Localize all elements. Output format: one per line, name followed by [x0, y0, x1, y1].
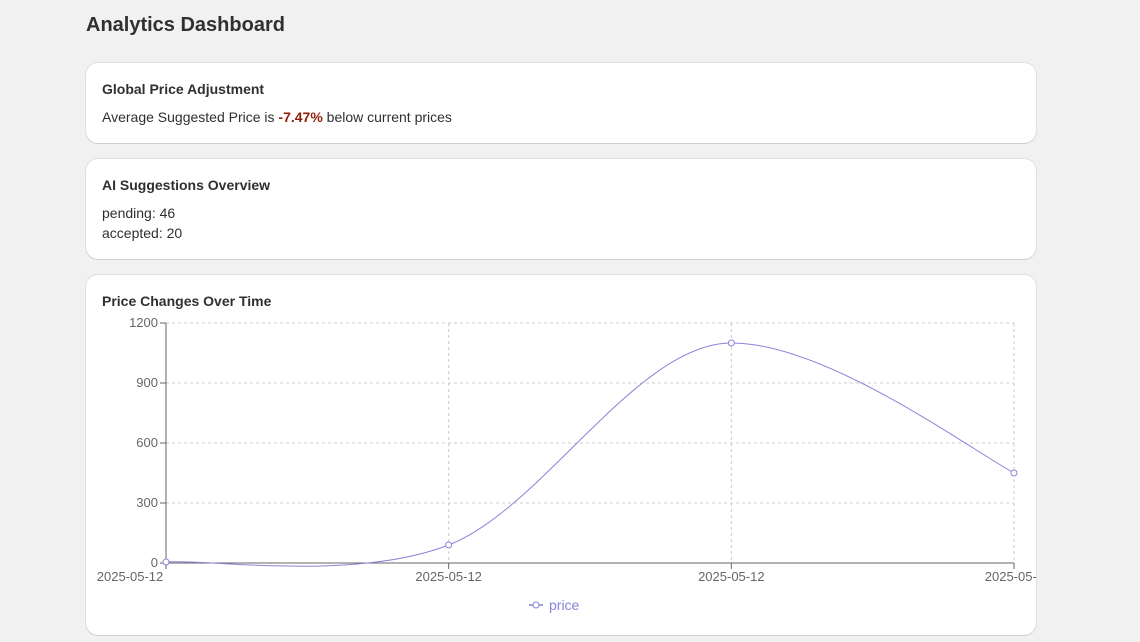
y-tick-label: 0 [151, 555, 158, 570]
list-item: pending: 46 [102, 205, 176, 221]
x-tick-label: 2025-05-12 [415, 569, 482, 584]
status-label: accepted [102, 225, 159, 241]
y-tick-label: 1200 [129, 315, 158, 330]
price-line-chart: 0 300 600 900 1200 2025-05-12 2025-05-12 2025-0… [97, 315, 1036, 613]
list-item: accepted: 20 [102, 225, 183, 241]
data-point [727, 339, 735, 347]
summary-suffix: below current prices [326, 109, 452, 125]
data-point [445, 541, 453, 549]
x-tick-label: 2025-05-12 [698, 569, 765, 584]
price-adjustment-title: Global Price Adjustment [102, 81, 265, 97]
status-label: pending [102, 205, 152, 221]
page-title: Analytics Dashboard [86, 14, 285, 36]
status-count: 20 [166, 225, 183, 241]
ai-suggestions-list: pending: 46 accepted: 20 [102, 203, 1020, 243]
series-line-price [165, 342, 1015, 567]
y-tick-label: 900 [136, 375, 158, 390]
status-count: 46 [159, 205, 176, 221]
data-point [1010, 469, 1018, 477]
y-tick-label: 300 [136, 495, 158, 510]
x-tick-label: 2025-05-14 [985, 569, 1036, 584]
y-tick-label: 600 [136, 435, 158, 450]
ai-suggestions-card: AI Suggestions Overview pending: 46 acce… [86, 159, 1036, 259]
adjustment-value: -7.47% [278, 109, 323, 125]
chart-title: Price Changes Over Time [102, 293, 272, 309]
legend-marker [532, 601, 540, 609]
summary-prefix: Average Suggested Price is [102, 109, 275, 125]
legend-label: price [549, 597, 580, 613]
price-chart-card: Price Changes Over Time 0 300 600 900 1200 20… [86, 275, 1036, 635]
data-point [162, 558, 170, 566]
x-tick-label: 2025-05-12 [97, 569, 164, 584]
ai-suggestions-title: AI Suggestions Overview [102, 177, 271, 193]
price-adjustment-card: Global Price Adjustment Average Suggeste… [86, 63, 1036, 143]
price-adjustment-summary: Average Suggested Price is -7.47% below … [102, 107, 1020, 127]
